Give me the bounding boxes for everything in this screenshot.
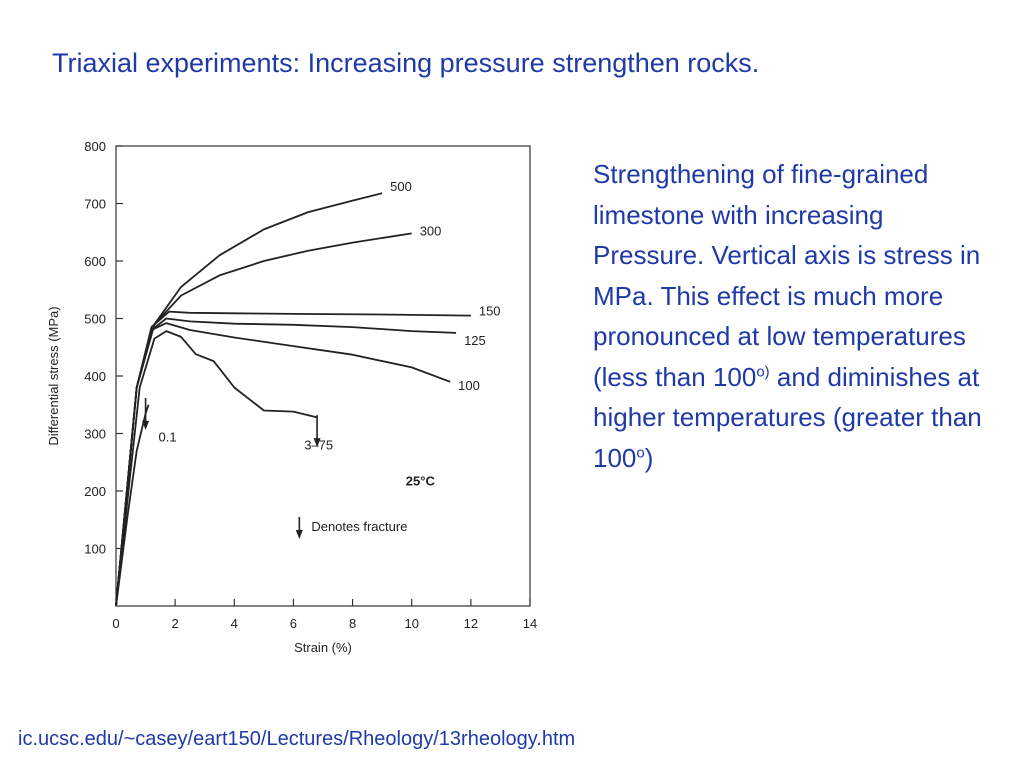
x-tick-label: 8: [349, 616, 356, 631]
y-axis-label: Differential stress (MPa): [46, 306, 61, 445]
series-line-100: [115, 322, 451, 607]
y-tick-label: 400: [84, 369, 106, 384]
series-label-100: 100: [458, 378, 480, 393]
x-tick-label: 4: [231, 616, 238, 631]
description-text-3: ): [644, 442, 654, 473]
series-label-500: 500: [390, 179, 412, 194]
y-tick-label: 200: [84, 484, 106, 499]
source-url[interactable]: ic.ucsc.edu/~casey/eart150/Lectures/Rheo…: [18, 728, 576, 750]
legend-arrow-head: [295, 530, 303, 539]
series-label-300: 300: [420, 223, 442, 238]
chart-description: Strengthening of fine-grained limestone …: [593, 154, 988, 478]
x-tick-label: 6: [290, 616, 297, 631]
x-tick-label: 10: [404, 616, 418, 631]
y-tick-label: 500: [84, 312, 106, 327]
description-superscript-2: o: [636, 443, 645, 461]
series-label-0.1: 0.1: [159, 430, 177, 445]
stress-strain-chart: 100 200 300 400 500 600 700 800 0 2 4 6 8 10 12 14 Strai…: [40, 130, 560, 670]
fracture-arrow-head: [313, 438, 321, 448]
series-line-300: [115, 232, 412, 607]
x-tick-label: 0: [112, 616, 119, 631]
temperature-annotation: 25°C: [406, 473, 436, 488]
series-label-125: 125: [464, 333, 486, 348]
x-tick-label: 2: [172, 616, 179, 631]
y-tick-label: 300: [84, 427, 106, 442]
plot-frame: [115, 145, 531, 607]
series-line-125: [115, 317, 457, 607]
series-line-150: [115, 310, 471, 607]
y-tick-label: 100: [84, 542, 106, 557]
y-tick-label: 800: [84, 139, 106, 154]
fracture-arrow-head: [142, 420, 150, 430]
series-label-150: 150: [479, 304, 501, 319]
series-label-3-75: 3–75: [304, 438, 333, 453]
description-text-2: and diminishes at higher temperatures (g…: [593, 361, 982, 473]
description-superscript-1: o): [756, 362, 770, 380]
chart-svg: 100 200 300 400 500 600 700 800 0 2 4 6 8 10 12 14 Strai…: [46, 139, 537, 655]
x-tick-label: 12: [464, 616, 478, 631]
description-text-1: Strengthening of fine-grained limestone …: [593, 159, 981, 392]
series-line-3-75: [115, 330, 318, 607]
x-tick-label: 14: [523, 616, 537, 631]
x-axis-label: Strain (%): [294, 640, 352, 655]
y-tick-label: 700: [84, 197, 106, 212]
fracture-legend-label: Denotes fracture: [311, 519, 407, 534]
slide-title: Triaxial experiments: Increasing pressur…: [52, 48, 760, 78]
series-line-0.1: [115, 404, 150, 607]
y-tick-label: 600: [84, 254, 106, 269]
